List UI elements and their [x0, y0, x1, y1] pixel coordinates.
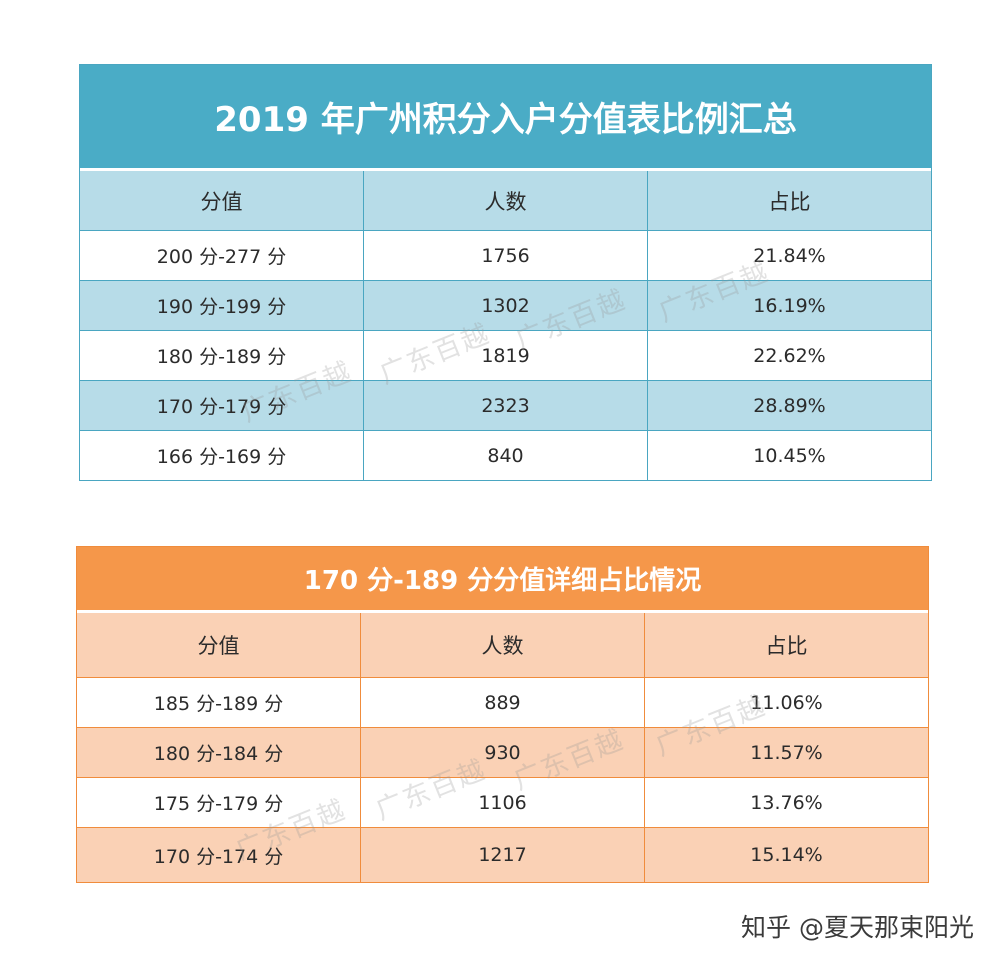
column-header-count: 人数 [360, 613, 644, 677]
score-range-cell: 170 分-174 分 [153, 845, 284, 868]
table-row: 180 分-189 分 1819 22.62% [80, 330, 931, 380]
header-row: 分值 人数 占比 [77, 610, 928, 677]
table-row: 200 分-277 分 1756 21.84% [80, 230, 931, 280]
ratio-cell: 11.57% [644, 728, 928, 777]
ratio-cell: 15.14% [644, 828, 928, 882]
count-cell: 1302 [363, 281, 647, 330]
header-row: 分值 人数 占比 [80, 168, 931, 230]
score-range-cell: 180 分-184 分 [153, 743, 284, 765]
column-header-ratio: 占比 [644, 613, 928, 677]
table-row: 166 分-169 分 840 10.45% [80, 430, 931, 480]
ratio-cell: 22.62% [647, 331, 931, 380]
count-cell: 1106 [360, 778, 644, 827]
column-header-score: 分值 [197, 634, 240, 658]
score-range-cell: 185 分-189 分 [153, 693, 284, 715]
score-distribution-table: 2019 年广州积分入户分值表比例汇总 分值 人数 占比 200 分-277 分… [79, 64, 932, 481]
score-range-cell: 190 分-199 分 [156, 296, 287, 318]
ratio-cell: 13.76% [644, 778, 928, 827]
score-range-cell: 166 分-169 分 [156, 446, 287, 468]
count-cell: 1217 [360, 828, 644, 882]
count-cell: 840 [363, 431, 647, 480]
count-cell: 930 [360, 728, 644, 777]
table-title: 2019 年广州积分入户分值表比例汇总 [80, 65, 931, 168]
table-row: 190 分-199 分 1302 16.19% [80, 280, 931, 330]
table-row: 175 分-179 分 1106 13.76% [77, 777, 928, 827]
column-header-ratio: 占比 [647, 171, 931, 230]
table-title: 170 分-189 分分值详细占比情况 [77, 547, 928, 610]
count-cell: 1756 [363, 231, 647, 280]
score-range-cell: 175 分-179 分 [153, 793, 284, 815]
source-credit: 知乎 @夏天那束阳光 [741, 913, 974, 942]
ratio-cell: 16.19% [647, 281, 931, 330]
table-row: 185 分-189 分 889 11.06% [77, 677, 928, 727]
score-range-cell: 200 分-277 分 [156, 246, 287, 268]
column-header-score: 分值 [200, 189, 243, 214]
ratio-cell: 10.45% [647, 431, 931, 480]
ratio-cell: 28.89% [647, 381, 931, 430]
ratio-cell: 21.84% [647, 231, 931, 280]
count-cell: 2323 [363, 381, 647, 430]
score-range-cell: 170 分-179 分 [156, 396, 287, 418]
count-cell: 889 [360, 678, 644, 727]
table-row: 180 分-184 分 930 11.57% [77, 727, 928, 777]
detail-distribution-table: 170 分-189 分分值详细占比情况 分值 人数 占比 185 分-189 分… [76, 546, 929, 883]
table-row: 170 分-179 分 2323 28.89% [80, 380, 931, 430]
score-range-cell: 180 分-189 分 [156, 346, 287, 368]
count-cell: 1819 [363, 331, 647, 380]
ratio-cell: 11.06% [644, 678, 928, 727]
column-header-count: 人数 [363, 171, 647, 230]
table-row: 170 分-174 分 1217 15.14% [77, 827, 928, 882]
